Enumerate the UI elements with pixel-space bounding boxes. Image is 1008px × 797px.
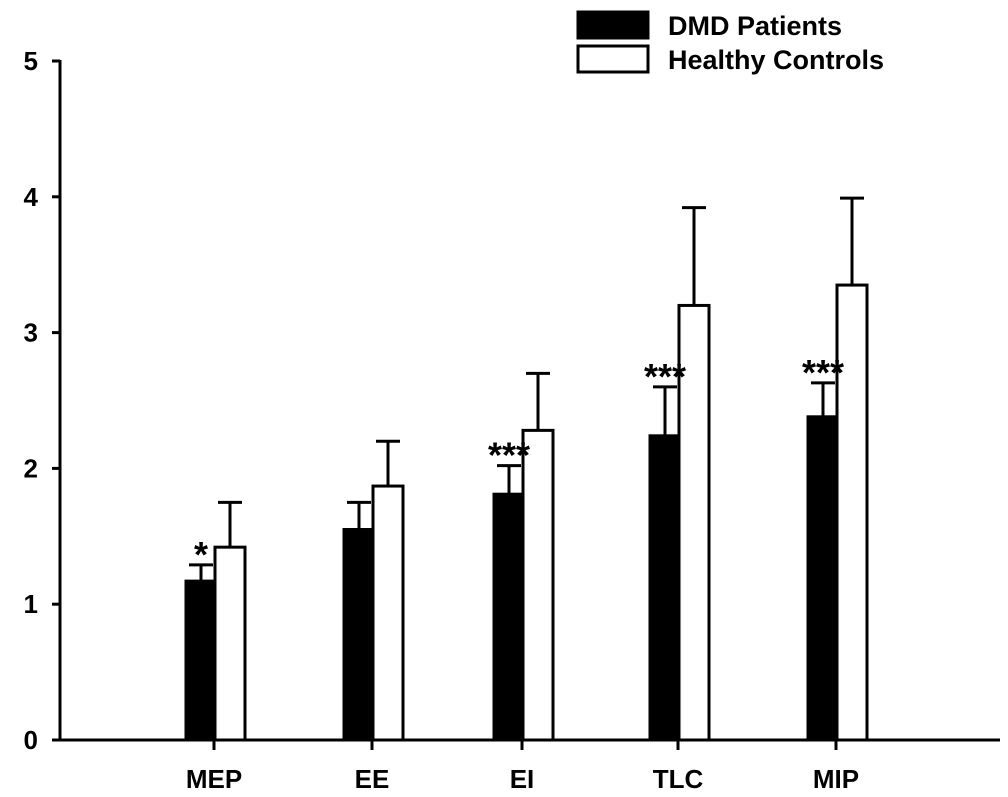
legend-swatch (576, 10, 650, 40)
error-bars-group (189, 196, 864, 582)
legend-label: Healthy Controls (668, 45, 884, 75)
x-tick-label: MIP (813, 764, 859, 794)
y-tick-label: 4 (24, 182, 39, 212)
bar-dmd-patients-ei (492, 492, 526, 742)
x-axis: MEP EE EI TLC MIP (59, 738, 1000, 794)
significance-annotations: ******* *** (194, 352, 844, 575)
legend: DMD Patients Healthy Controls (576, 10, 884, 75)
legend-label: DMD Patients (668, 11, 842, 41)
bar-dmd-patients-tlc (648, 434, 682, 742)
bar-healthy-controls-ee (371, 484, 405, 742)
x-tick-label: MEP (186, 764, 242, 794)
bar-dmd-patients-ee (342, 528, 376, 742)
bar-dmd-patients-mip (806, 415, 840, 742)
y-tick-label: 1 (24, 589, 38, 619)
legend-swatch (576, 44, 650, 74)
significance-marker: *** (644, 356, 686, 397)
bar-dmd-patients-mep (184, 579, 218, 742)
bar-healthy-controls-mep (213, 545, 247, 742)
y-tick-label: 3 (24, 318, 38, 348)
significance-marker: *** (802, 352, 844, 393)
bar-healthy-controls-ei (521, 428, 555, 742)
y-axis: 0 1 2 3 4 5 (24, 46, 62, 755)
y-tick-label: 2 (24, 453, 38, 483)
significance-marker: *** (488, 435, 530, 476)
x-tick-label: EI (510, 764, 535, 794)
x-tick-label: TLC (653, 764, 704, 794)
significance-marker: * (194, 534, 208, 575)
bars-group (184, 283, 869, 742)
y-tick-label: 5 (24, 46, 38, 76)
y-tick-label: 0 (24, 725, 38, 755)
bar-healthy-controls-tlc (677, 303, 711, 742)
x-tick-label: EE (355, 764, 390, 794)
